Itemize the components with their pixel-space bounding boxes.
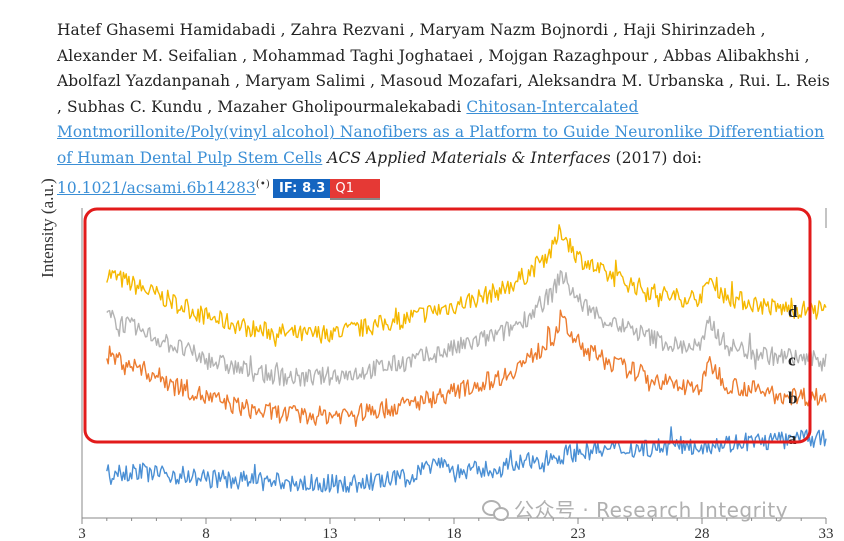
series-line-c	[106, 270, 827, 387]
series-line-b	[106, 309, 827, 427]
series-label-c: c	[788, 351, 796, 370]
series-label-d: d	[788, 302, 798, 321]
doi-link[interactable]: 10.1021/acsami.6b14283	[57, 178, 256, 197]
quartile-badge: Q1	[330, 178, 381, 200]
citation-year: (2017) doi:	[615, 148, 703, 167]
altmetric-icon[interactable]: (•)	[255, 178, 270, 190]
watermark: 公众号 · Research Integrity	[482, 494, 788, 523]
x-tick-label: 13	[323, 526, 338, 541]
y-axis-label: Intensity (a.u.)	[38, 178, 57, 278]
citation-block: Hatef Ghasemi Hamidabadi , Zahra Rezvani…	[57, 18, 832, 201]
chart-axes: 3 8 13 18 23 28 33	[78, 208, 834, 541]
x-tick-label: 3	[78, 526, 86, 541]
x-tick-label: 8	[202, 526, 210, 541]
xrd-chart: 3 8 13 18 23 28 33 d cb a	[78, 207, 834, 541]
series-label-a: a	[788, 429, 797, 448]
series-line-a	[106, 426, 827, 494]
journal-name: ACS Applied Materials & Interfaces	[327, 148, 611, 167]
x-tick-label: 23	[571, 526, 586, 541]
impact-factor-badge: IF: 8.3	[272, 178, 334, 198]
x-tick-label: 28	[695, 526, 710, 541]
article-title-link[interactable]: Chitosan-Intercalated Montmorillonite/Po…	[57, 97, 825, 167]
watermark-text: 公众号 · Research Integrity	[514, 498, 789, 522]
chart-series-layer	[106, 224, 827, 494]
chart-series-labels: d cb a	[788, 302, 798, 448]
citation-authors: Hatef Ghasemi Hamidabadi , Zahra Rezvani…	[57, 21, 830, 116]
series-line-d	[106, 224, 827, 347]
x-tick-label: 18	[447, 526, 462, 541]
highlight-box	[83, 207, 812, 444]
series-label-b: b	[788, 388, 797, 407]
x-tick-label: 33	[819, 526, 834, 541]
wechat-icon	[482, 498, 509, 521]
